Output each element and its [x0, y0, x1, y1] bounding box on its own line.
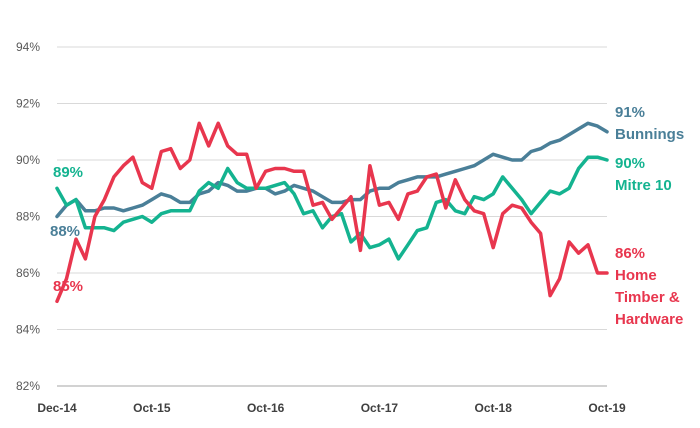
- x-tick-label: Oct-19: [588, 401, 626, 415]
- x-tick-label: Oct-17: [361, 401, 399, 415]
- gridlines: [57, 46, 607, 387]
- y-tick-label: 90%: [16, 153, 40, 167]
- series-lines: [55, 121, 609, 304]
- start-value-label-bunnings: 88%: [50, 223, 80, 240]
- y-tick-label: 88%: [16, 210, 40, 224]
- x-tick-label: Dec-14: [37, 401, 77, 415]
- series-name-label-mitre-10: Mitre 10: [615, 177, 672, 194]
- series-name-label-bunnings: Bunnings: [615, 126, 684, 143]
- y-tick-label: 94%: [16, 40, 40, 54]
- series-line-bunnings: [55, 121, 609, 219]
- y-axis-ticks: 82% 84% 86% 88% 90% 92% 94%: [16, 40, 40, 393]
- series-name-label-home-timber-hardware: Hardware: [615, 311, 683, 328]
- series-line-home-timber-hardware: [55, 121, 609, 304]
- end-value-label-home-timber-hardware: 86%: [615, 245, 645, 262]
- series-labels: 88% 91% Bunnings 89% 90% Mitre 10 85% 86% Home Ti…: [50, 104, 684, 328]
- y-tick-label: 86%: [16, 266, 40, 280]
- start-value-label-home-timber-hardware: 85%: [53, 278, 83, 295]
- x-tick-label: Oct-16: [247, 401, 285, 415]
- y-tick-label: 82%: [16, 379, 40, 393]
- series-name-label-home-timber-hardware: Home: [615, 267, 657, 284]
- end-value-label-mitre-10: 90%: [615, 155, 645, 172]
- x-tick-label: Oct-18: [475, 401, 513, 415]
- x-axis-ticks: Dec-14 Oct-15 Oct-16 Oct-17 Oct-18 Oct-19: [37, 401, 626, 415]
- y-tick-label: 92%: [16, 97, 40, 111]
- start-value-label-mitre-10: 89%: [53, 164, 83, 181]
- y-tick-label: 84%: [16, 323, 40, 337]
- series-name-label-home-timber-hardware: Timber &: [615, 289, 680, 306]
- x-tick-label: Oct-15: [133, 401, 171, 415]
- end-value-label-bunnings: 91%: [615, 104, 645, 121]
